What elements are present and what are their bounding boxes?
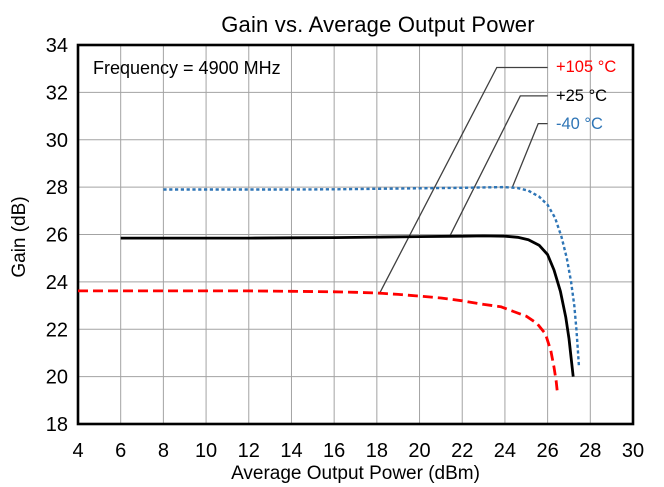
y-tick-label: 24 xyxy=(46,272,68,294)
y-tick-label: 34 xyxy=(46,35,68,57)
y-tick-label: 30 xyxy=(46,130,68,152)
x-tick-label: 8 xyxy=(158,440,169,462)
series-curve-40C xyxy=(163,185,581,368)
y-tick-label: 20 xyxy=(46,367,68,389)
x-tick-label: 14 xyxy=(280,440,302,462)
legend-label-minus-40c: -40 °C xyxy=(556,115,603,133)
series-curve-25C xyxy=(120,234,575,377)
legend-label-plus-105c: +105 °C xyxy=(556,58,617,76)
y-tick-label: 18 xyxy=(46,414,68,436)
x-tick-label: 10 xyxy=(195,440,217,462)
y-tick-label: 32 xyxy=(46,82,68,104)
x-tick-label: 12 xyxy=(238,440,260,462)
chart-title: Gain vs. Average Output Power xyxy=(221,12,535,37)
legend-callout-line xyxy=(448,95,548,238)
y-tick-label: 28 xyxy=(46,177,68,199)
x-tick-label: 30 xyxy=(622,440,644,462)
x-tick-label: 22 xyxy=(451,440,473,462)
legend-callout-line xyxy=(379,66,548,293)
x-tick-label: 16 xyxy=(323,440,345,462)
x-tick-label: 18 xyxy=(366,440,388,462)
x-tick-label: 6 xyxy=(115,440,126,462)
y-tick-label: 22 xyxy=(46,319,68,341)
plot-frame xyxy=(76,43,635,426)
x-tick-label: 4 xyxy=(72,440,83,462)
x-axis-title: Average Output Power (dBm) xyxy=(231,463,480,484)
legend-label-plus-25c: +25 °C xyxy=(556,87,608,105)
frequency-annotation: Frequency = 4900 MHz xyxy=(93,58,281,78)
y-axis-title: Gain (dB) xyxy=(9,196,30,278)
legend-callout-line xyxy=(511,122,548,188)
y-tick-label: 26 xyxy=(46,225,68,247)
series-curve-105C xyxy=(78,289,559,391)
x-tick-label: 20 xyxy=(408,440,430,462)
x-tick-label: 24 xyxy=(494,440,516,462)
x-tick-label: 28 xyxy=(579,440,601,462)
x-tick-label: 26 xyxy=(536,440,558,462)
